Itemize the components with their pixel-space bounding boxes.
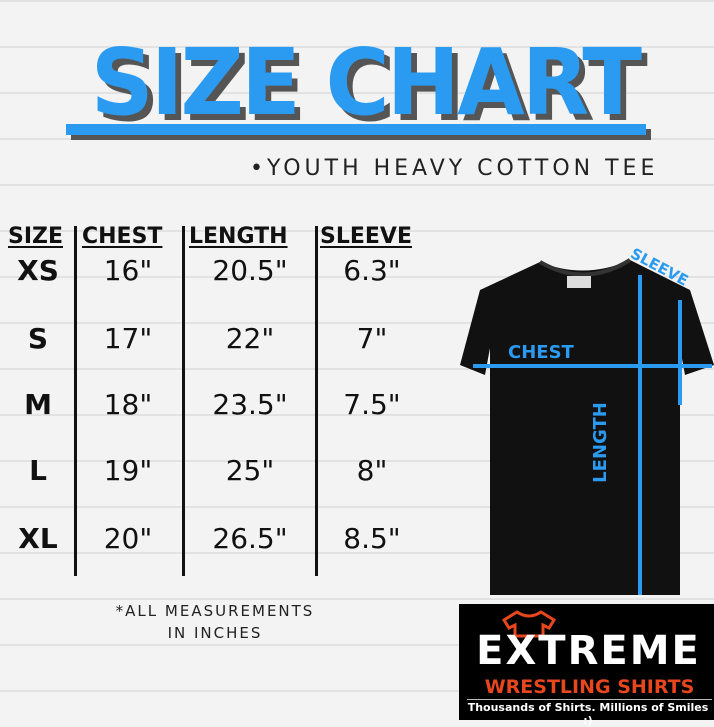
measurement-cell: 19" <box>103 454 153 487</box>
measurement-cell: 17" <box>103 322 153 355</box>
measurement-cell: 6.3" <box>343 254 401 287</box>
brand-logo: EXTREME WRESTLING SHIRTS Thousands of Sh… <box>459 604 714 727</box>
product-subtitle: •YOUTH HEAVY COTTON TEE <box>250 156 659 181</box>
measurement-cell: 8.5" <box>343 522 401 555</box>
measurement-cell: 22" <box>225 322 275 355</box>
measurement-note: *ALL MEASUREMENTS IN INCHES <box>95 600 335 644</box>
measurement-cell: 16" <box>103 254 153 287</box>
tshirt-diagram <box>460 258 714 595</box>
size-cell: XS <box>17 254 59 287</box>
tshirt-tag <box>567 276 591 288</box>
size-cell: S <box>27 322 49 355</box>
shirt-logo-icon <box>501 610 557 638</box>
measurement-cell: 20.5" <box>212 254 288 287</box>
header-sleeve: SLEEVE <box>320 224 412 249</box>
size-cell: L <box>29 454 47 487</box>
measurement-cell: 26.5" <box>212 522 288 555</box>
measurement-cell: 7" <box>356 322 388 355</box>
column-divider <box>315 226 318 576</box>
page-title: SIZE CHART <box>90 29 642 136</box>
measurement-cell: 8" <box>356 454 388 487</box>
header-chest: CHEST <box>82 224 163 249</box>
column-divider <box>182 226 185 576</box>
tshirt-shape <box>460 260 714 595</box>
measurement-cell: 25" <box>225 454 275 487</box>
column-divider <box>74 226 77 576</box>
header-length: LENGTH <box>189 224 288 249</box>
measurement-cell: 7.5" <box>343 388 401 421</box>
measurement-cell: 23.5" <box>212 388 288 421</box>
size-cell: M <box>24 388 52 421</box>
length-label: LENGTH <box>589 402 611 483</box>
chest-label: CHEST <box>508 342 574 363</box>
header-size: SIZE <box>8 224 64 249</box>
measurement-cell: 20" <box>103 522 153 555</box>
measurement-cell: 18" <box>103 388 153 421</box>
note-line-2: IN INCHES <box>167 624 263 642</box>
size-cell: XL <box>18 522 58 555</box>
note-line-1: *ALL MEASUREMENTS <box>115 602 315 620</box>
title-underline <box>66 124 646 135</box>
